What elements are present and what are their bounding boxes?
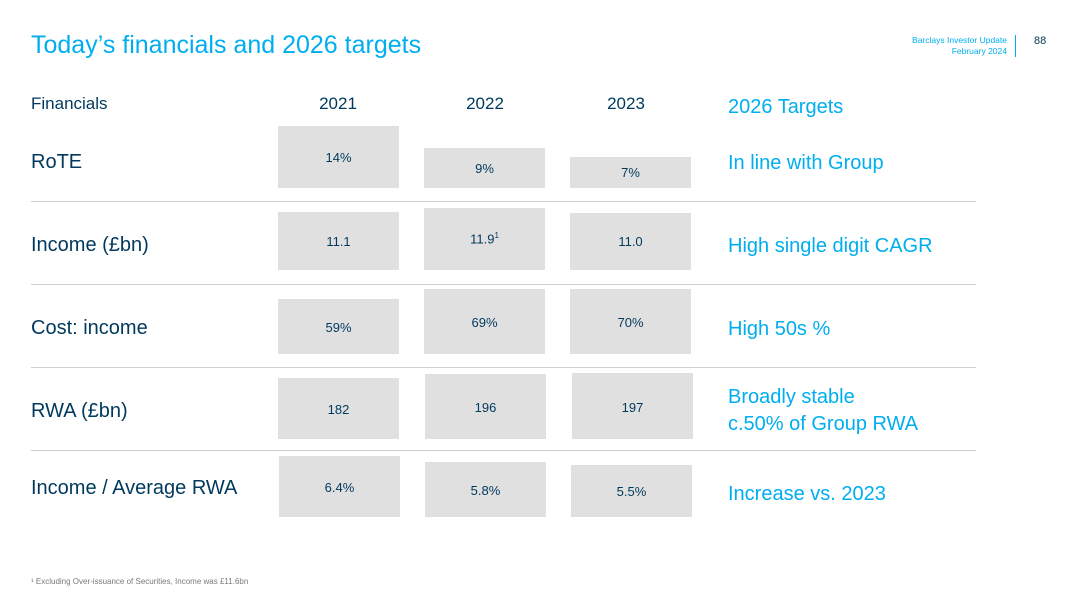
document-name: Barclays Investor Update [912, 35, 1007, 45]
page-number: 88 [1034, 35, 1047, 47]
row-label-income-avg-rwa: Income / Average RWA [31, 477, 238, 499]
row-divider [31, 201, 976, 202]
column-header-2022: 2022 [466, 94, 504, 113]
target-rote: In line with Group [728, 152, 884, 174]
value-cell-rwa-2023: 197 [572, 373, 693, 439]
value-cell-rwa-2021: 182 [278, 378, 399, 439]
row-label-cost-income: Cost: income [31, 317, 148, 339]
value-cell-income-avg-rwa-2021: 6.4% [279, 456, 400, 517]
value-cell-income-avg-rwa-2022: 5.8% [425, 462, 546, 517]
value-cell-rwa-2022: 196 [425, 374, 546, 439]
column-header-targets: 2026 Targets [728, 96, 844, 118]
column-header-financials: Financials [31, 94, 108, 113]
value-cell-cost-income-2023: 70% [570, 289, 691, 354]
value-cell-rote-2021: 14% [278, 126, 399, 188]
row-label-rwa: RWA (£bn) [31, 400, 128, 422]
value-cell-income-avg-rwa-2023: 5.5% [571, 465, 692, 517]
value-cell-income-2022: 11.91 [424, 208, 545, 270]
document-info: Barclays Investor Update February 2024 [912, 35, 1016, 57]
column-header-2021: 2021 [319, 94, 357, 113]
row-divider [31, 450, 976, 451]
target-cost-income: High 50s % [728, 318, 831, 340]
document-date: February 2024 [951, 46, 1007, 56]
row-divider [31, 284, 976, 285]
target-rwa-line2: c.50% of Group RWA [728, 413, 919, 435]
target-rwa-line1: Broadly stable [728, 386, 855, 408]
row-label-rote: RoTE [31, 151, 83, 173]
value-cell-rote-2022: 9% [424, 148, 545, 188]
value-cell-cost-income-2022: 69% [424, 289, 545, 354]
column-header-2023: 2023 [607, 94, 645, 113]
row-label-income: Income (£bn) [31, 234, 149, 256]
value-cell-income-2023: 11.0 [570, 213, 691, 270]
target-rwa: Broadly stable c.50% of Group RWA [728, 384, 918, 438]
row-divider [31, 367, 976, 368]
target-income: High single digit CAGR [728, 235, 933, 257]
value-cell-cost-income-2021: 59% [278, 299, 399, 354]
target-income-avg-rwa: Increase vs. 2023 [728, 483, 886, 505]
footnote: ¹ Excluding Over-issuance of Securities,… [31, 577, 249, 586]
value-cell-income-2021: 11.1 [278, 212, 399, 270]
value-cell-rote-2023: 7% [570, 157, 691, 188]
page-title: Today’s financials and 2026 targets [31, 31, 422, 59]
